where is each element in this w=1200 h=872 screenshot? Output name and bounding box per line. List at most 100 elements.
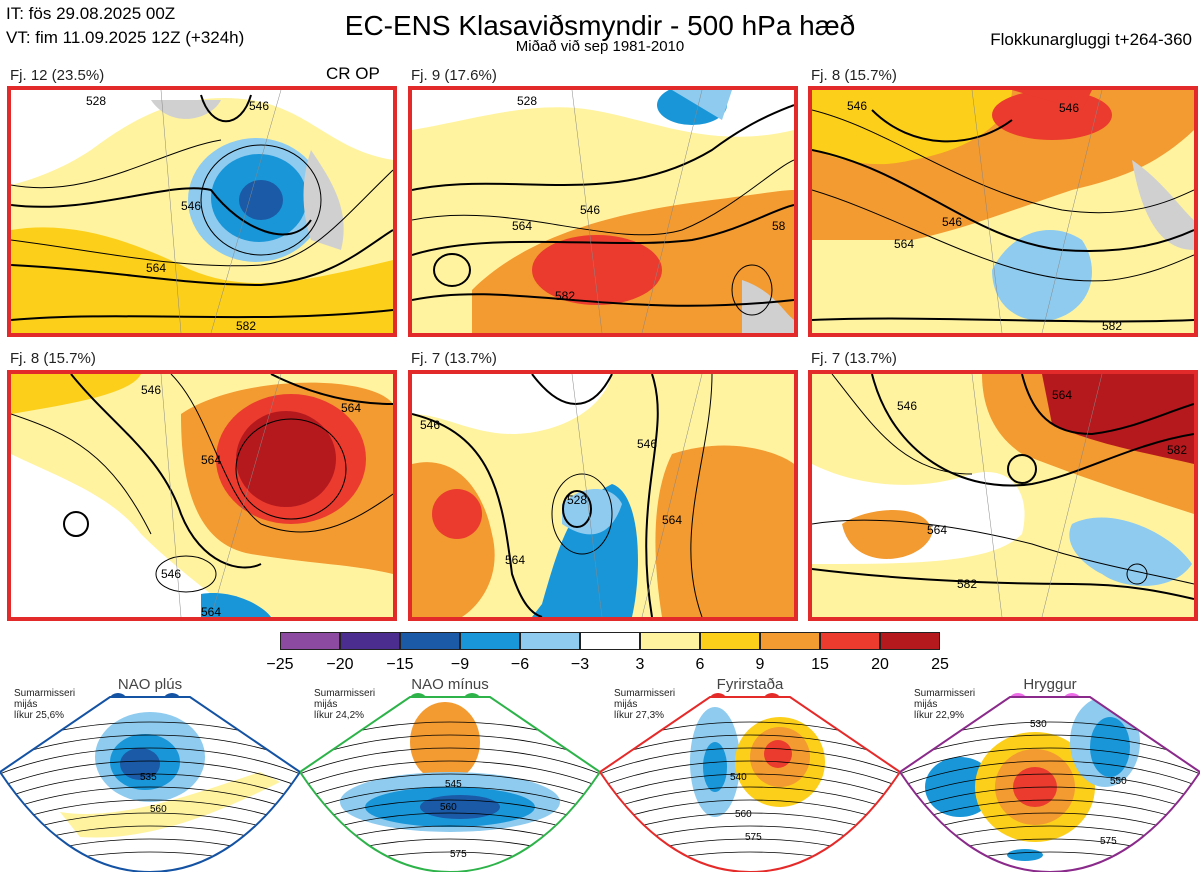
height-contour <box>900 773 1200 805</box>
colorbar-tick-label: −15 <box>386 656 414 673</box>
regime-nao-plus: Sumarmisseri mijás líkur 25,6% NAO plús 535 5… <box>0 672 300 872</box>
colorbar-tick-label: 20 <box>871 656 889 673</box>
contour-label: 564 <box>1052 388 1072 402</box>
height-contour <box>900 786 1200 818</box>
regime-contour-label: 545 <box>445 779 462 790</box>
contour-label: 546 <box>1059 101 1079 115</box>
colorbar-swatch <box>460 632 520 650</box>
cluster-map-4: 546 564 564 546 564 <box>7 370 397 621</box>
regime-map: 545 560 575 <box>300 696 600 872</box>
regime-contour-label: 535 <box>140 772 157 783</box>
colorbar-swatch <box>880 632 940 650</box>
contour-label: 564 <box>512 219 532 233</box>
contour-label: 546 <box>637 437 657 451</box>
regime-info-line: mijás <box>14 699 38 710</box>
regime-map: 540 560 575 <box>600 696 900 872</box>
regime-ridge: Sumarmisseri mijás líkur 22,9% Hryggur 530 55… <box>900 672 1200 872</box>
contour-label: 58 <box>772 219 786 233</box>
height-contour <box>900 747 1200 779</box>
colorbar-tick-label: −3 <box>570 656 590 673</box>
regime-info-line: Sumarmisseri <box>914 688 976 699</box>
panel-1-label: Fj. 12 (23.5%) <box>10 67 105 84</box>
regime-title: Fyrirstaða <box>716 676 784 693</box>
panel-2-label: Fj. 9 (17.6%) <box>411 67 497 84</box>
contour-label: 546 <box>897 399 917 413</box>
classification-window: Flokkunargluggi t+264-360 <box>990 30 1192 49</box>
colorbar-tick-label: −6 <box>510 656 530 673</box>
regime-contour-label: 530 <box>1030 719 1047 730</box>
contour-label: 546 <box>249 99 269 113</box>
regime-info-line: mijás <box>614 699 638 710</box>
panel-6-label: Fj. 7 (13.7%) <box>811 350 897 367</box>
anomaly-shape <box>703 742 727 792</box>
regime-contour-label: 550 <box>1110 776 1127 787</box>
contour-label: 546 <box>161 567 181 581</box>
regime-contour-label: 560 <box>150 804 167 815</box>
anomaly-shape <box>1090 717 1130 777</box>
regime-info: Sumarmisseri mijás líkur 25,6% <box>14 688 75 721</box>
panel-5-label: Fj. 7 (13.7%) <box>411 350 497 367</box>
height-contour <box>600 747 900 779</box>
valid-time: VT: fim 11.09.2025 12Z (+324h) <box>6 28 245 47</box>
cluster-map-2: 528 546 564 582 58 <box>408 86 798 337</box>
contour-label: 546 <box>942 215 962 229</box>
colorbar-tick-label: 25 <box>931 656 949 673</box>
regime-contour-label: 560 <box>735 809 752 820</box>
crop-op-label: CR OP <box>326 64 380 83</box>
colorbar-swatch <box>520 632 580 650</box>
height-contour <box>300 786 600 818</box>
regime-info-line: Sumarmisseri <box>614 688 676 699</box>
regime-info-line: mijás <box>914 699 938 710</box>
regime-info: Sumarmisseri mijás líkur 27,3% <box>614 688 675 721</box>
contour-label: 546 <box>141 383 161 397</box>
anomaly-shape <box>410 702 480 782</box>
colorbar-swatch <box>820 632 880 650</box>
colorbar-tick-label: −25 <box>266 656 294 673</box>
regime-info-line: Sumarmisseri <box>14 688 76 699</box>
contour-label: 564 <box>505 553 525 567</box>
colorbar-swatch <box>340 632 400 650</box>
regime-title: NAO plús <box>117 676 183 693</box>
regime-contour-label: 575 <box>1100 836 1117 847</box>
regime-title: Hryggur <box>1023 676 1077 693</box>
height-contour <box>300 773 600 805</box>
colorbar-tick-label: 3 <box>635 656 645 673</box>
contour-label: 546 <box>580 203 600 217</box>
regime-info-line: líkur 24,2% <box>314 710 365 721</box>
contour-label: 546 <box>847 99 867 113</box>
contour-label: 582 <box>1167 443 1187 457</box>
regime-contour-label: 540 <box>730 772 747 783</box>
anomaly-shape <box>420 795 500 819</box>
regime-nao-minus: Sumarmisseri mijás líkur 24,2% NAO mínus 545… <box>300 672 600 872</box>
height-contour <box>600 773 900 805</box>
regime-map: 530 550 575 <box>900 696 1200 872</box>
cluster-map-3: 546 546 564 582 546 <box>808 86 1198 337</box>
anomaly-shape <box>120 748 160 780</box>
page-title: EC-ENS Klasaviðsmyndir - 500 hPa hæð <box>344 10 856 41</box>
contour-label: 582 <box>957 577 977 591</box>
height-contour <box>0 773 300 805</box>
height-contour <box>600 786 900 818</box>
colorbar-swatch <box>280 632 340 650</box>
height-contour <box>900 760 1200 792</box>
contour-label: 528 <box>517 94 537 108</box>
height-contour <box>0 786 300 818</box>
contour-label: 564 <box>201 453 221 467</box>
anomaly-shape <box>60 772 280 838</box>
regime-contour-label: 575 <box>450 849 467 860</box>
regime-info: Sumarmisseri mijás líkur 22,9% <box>914 688 975 721</box>
regime-contour-label: 575 <box>745 832 762 843</box>
regime-info-line: Sumarmisseri <box>314 688 376 699</box>
regime-info-line: líkur 27,3% <box>614 710 665 721</box>
cluster-map-1: 546 546 564 582 528 <box>7 86 397 337</box>
colorbar-swatch <box>760 632 820 650</box>
regime-title: NAO mínus <box>411 676 489 693</box>
contour-label: 564 <box>341 401 361 415</box>
colorbar-tick-label: 6 <box>695 656 705 673</box>
contour-label: 564 <box>894 237 914 251</box>
contour-label: 564 <box>146 261 166 275</box>
height-contour <box>300 760 600 792</box>
contour-label: 564 <box>927 523 947 537</box>
height-contour <box>0 760 300 792</box>
cluster-map-6: 546 564 582 564 582 <box>808 370 1198 621</box>
